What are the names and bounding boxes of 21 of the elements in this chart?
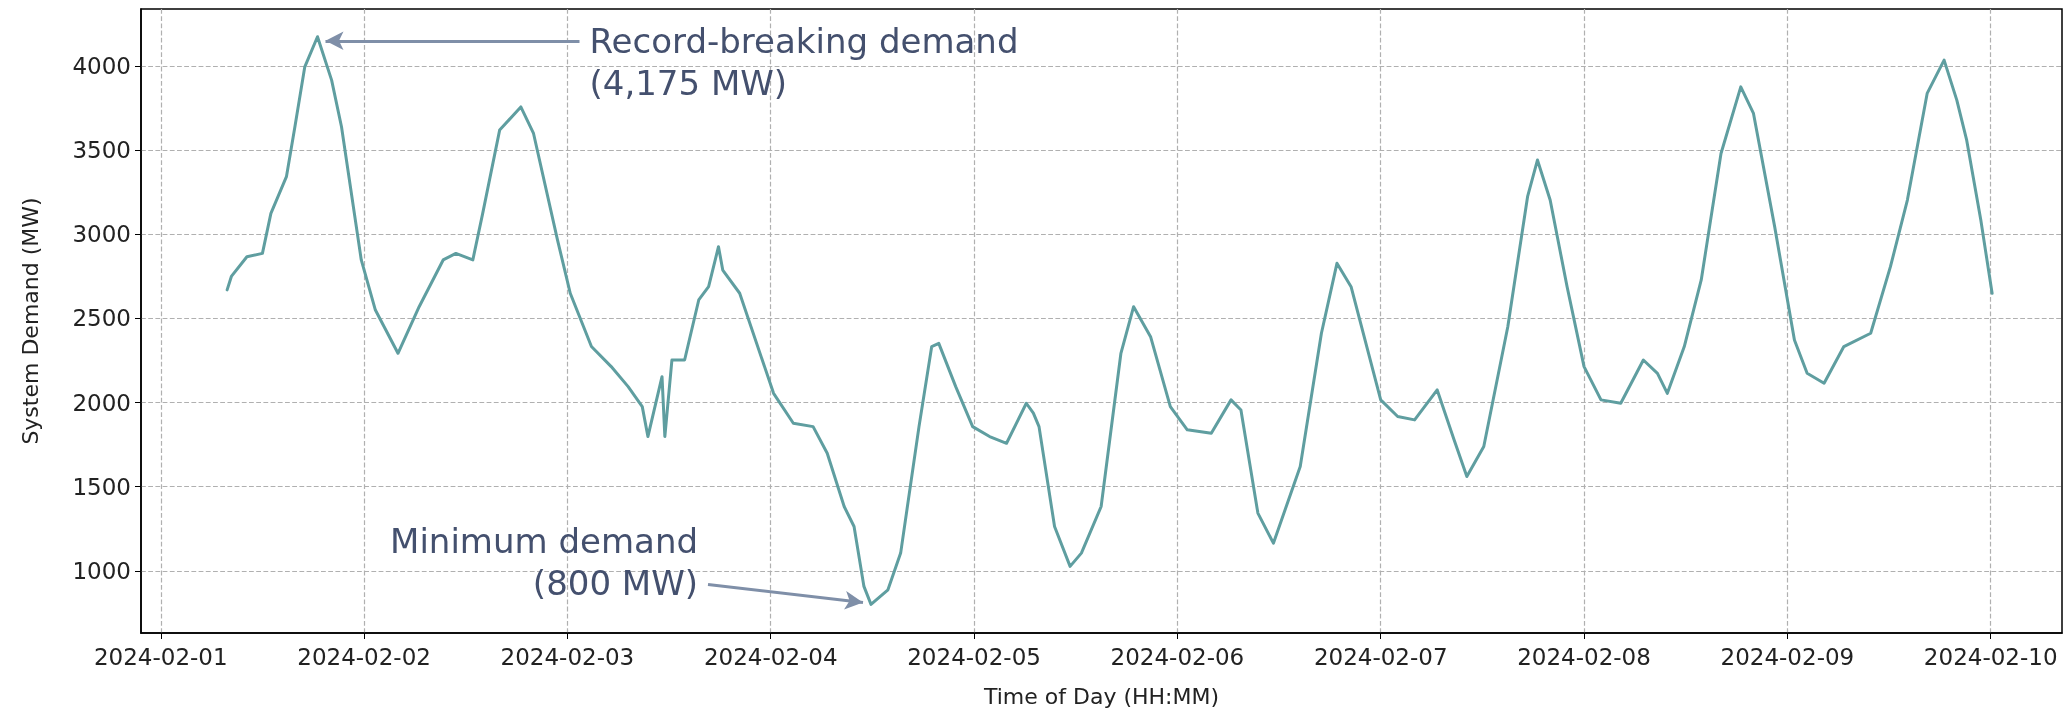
x-axis-title: Time of Day (HH:MM) (982, 683, 1220, 709)
x-tick-label: 2024-02-04 (703, 643, 838, 670)
y-tick-label: 3500 (72, 137, 131, 164)
x-tick-label: 2024-02-08 (1517, 643, 1651, 670)
annotation: Record-breaking demand (4,175 MW) (589, 20, 1019, 103)
x-tick-label: 2024-02-05 (907, 643, 1041, 670)
y-tick-label: 3000 (72, 221, 131, 248)
x-tick-label: 2024-02-02 (297, 643, 431, 670)
y-tick-label: 2000 (72, 389, 131, 416)
annotation: Minimum demand (800 MW) (390, 521, 699, 604)
y-tick-label: 2500 (72, 305, 131, 332)
x-tick-label: 2024-02-10 (1923, 643, 2058, 670)
x-tick-label: 2024-02-06 (1110, 643, 1245, 670)
y-tick-label: 1500 (72, 473, 131, 500)
x-tick-label: 2024-02-07 (1313, 643, 1448, 670)
x-tick-label: 2024-02-03 (500, 643, 635, 670)
x-tick-label: 2024-02-09 (1720, 643, 1855, 670)
y-tick-label: 4000 (72, 53, 131, 80)
x-tick-label: 2024-02-01 (93, 643, 228, 670)
y-tick-label: 1000 (72, 557, 131, 584)
y-axis-title: System Demand (MW) (17, 197, 43, 445)
